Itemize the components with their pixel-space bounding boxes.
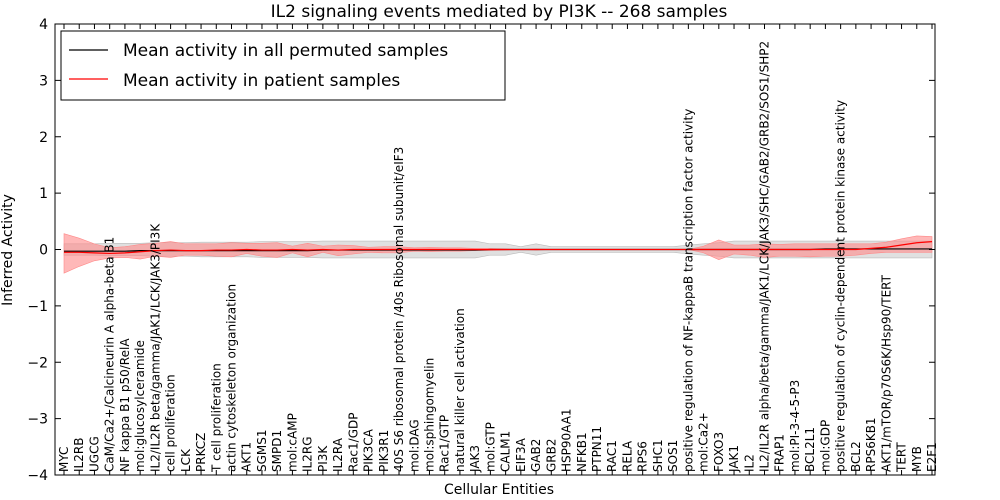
x-category-label: MYB	[910, 446, 924, 472]
x-category-label: UGCG	[87, 436, 101, 472]
x-category-label: PTPN11	[590, 426, 604, 472]
series-line-patient	[64, 241, 933, 255]
x-category-label: NF kappa B1 p50/RelA	[118, 338, 132, 472]
x-category-label: GAB2	[529, 439, 543, 472]
x-category-label: RELA	[620, 440, 634, 472]
x-category-label: FOXO3	[712, 432, 726, 472]
x-category-label: RPS6	[636, 441, 650, 472]
x-category-label: IL2RG	[301, 437, 315, 473]
y-tick-label: −2	[27, 355, 48, 371]
y-tick-label: 4	[39, 17, 48, 33]
x-category-label: mol:sphingomyelin	[422, 358, 436, 472]
x-category-label: mol:Ca2+	[697, 412, 711, 472]
x-category-label: T cell proliferation	[209, 363, 223, 473]
x-category-label: positive regulation of NF-kappaB transcr…	[681, 109, 695, 472]
x-axis: MYC IL2RB UGCG CaM/Ca2+/Calcineurin A alpha…	[57, 24, 939, 475]
x-category-label: RPS6KB1	[864, 417, 878, 472]
x-category-label: cell proliferation	[164, 374, 178, 472]
x-category-label: IL2/IL2R beta/gamma/JAK1/LCK/JAK3/PI3K	[148, 223, 162, 472]
legend-box	[60, 30, 506, 101]
x-category-label: BCL2	[849, 441, 863, 472]
x-category-label: SGMS1	[255, 429, 269, 472]
x-category-label: mol:GDP	[818, 420, 832, 472]
x-category-label: NFKB1	[575, 432, 589, 472]
x-category-label: JAK1	[727, 445, 741, 473]
y-tick-label: −1	[27, 299, 48, 315]
legend-label-permuted: Mean activity in all permuted samples	[123, 41, 448, 61]
x-category-label: mol:cAMP	[285, 413, 299, 472]
x-category-label: mol:PI-3-4-5-P3	[788, 380, 802, 472]
series-lines	[64, 241, 933, 255]
x-category-label: IL2/IL2R alpha/beta/gamma/JAK1/LCK/JAK3/…	[757, 41, 771, 472]
x-category-label: JAK3	[468, 445, 482, 473]
x-category-label: IL2RB	[72, 438, 86, 472]
y-tick-label: −4	[27, 468, 48, 484]
x-category-label: BCL2L1	[803, 427, 817, 472]
x-category-label: LCK	[179, 448, 193, 472]
x-category-label: AKT1	[240, 442, 254, 472]
y-tick-label: 0	[39, 243, 48, 259]
x-category-label: AKT1/mTOR/p70S6K/Hsp90/TERT	[879, 274, 893, 472]
x-category-label: positive regulation of cyclin-dependent …	[834, 100, 848, 472]
legend-label-patient: Mean activity in patient samples	[123, 71, 400, 91]
y-tick-label: 2	[39, 130, 48, 146]
x-category-label: mol:GTP	[483, 422, 497, 472]
y-tick-label: −3	[27, 412, 48, 428]
x-category-label: GRB2	[544, 438, 558, 472]
x-category-label: SOS1	[666, 440, 680, 472]
x-category-label: IL2RA	[331, 437, 345, 472]
x-category-label: TERT	[895, 442, 909, 473]
x-category-label: CALM1	[499, 431, 513, 472]
x-category-label: actin cytoskeleton organization	[225, 284, 239, 472]
x-category-label: Rac1/GDP	[346, 413, 360, 472]
y-tick-label: 3	[39, 73, 48, 89]
x-category-label: IL2	[742, 454, 756, 472]
x-category-label: PIK3R1	[377, 430, 391, 472]
x-category-label: PRKCZ	[194, 433, 208, 472]
x-category-label: mol:glucosylceramide	[133, 340, 147, 472]
y-tick-label: 1	[39, 186, 48, 202]
x-category-label: CaM/Ca2+/Calcineurin A alpha-beta B1	[103, 237, 117, 472]
chart-title: IL2 signaling events mediated by PI3K --…	[271, 2, 728, 22]
x-category-label: SHC1	[651, 439, 665, 472]
x-category-label: mol:DAG	[407, 419, 421, 472]
x-category-label: PIK3CA	[362, 428, 376, 472]
x-category-label: RAC1	[605, 440, 619, 472]
x-category-label: EIF3A	[514, 437, 528, 472]
x-category-label: PI3K	[316, 445, 330, 472]
x-category-label: natural killer cell activation	[453, 308, 467, 472]
x-category-label: Rac1/GTP	[438, 415, 452, 472]
x-category-label: MYC	[57, 447, 71, 472]
x-category-label: HSP90AA1	[560, 408, 574, 472]
y-axis-label: Inferred Activity	[0, 194, 16, 306]
x-category-label: FRAP1	[773, 434, 787, 472]
legend: Mean activity in all permuted samples Me…	[60, 30, 506, 101]
x-category-label: SMPD1	[270, 430, 284, 472]
y-axis: −4 −3 −2 −1 0 1 2 3 4	[27, 17, 935, 484]
x-category-label: 40S S6 ribosomal protein /40s Ribosomal …	[392, 147, 406, 472]
x-category-label: E2F1	[925, 442, 939, 472]
confidence-band-patient	[63, 233, 933, 274]
x-axis-label: Cellular Entities	[444, 482, 554, 498]
